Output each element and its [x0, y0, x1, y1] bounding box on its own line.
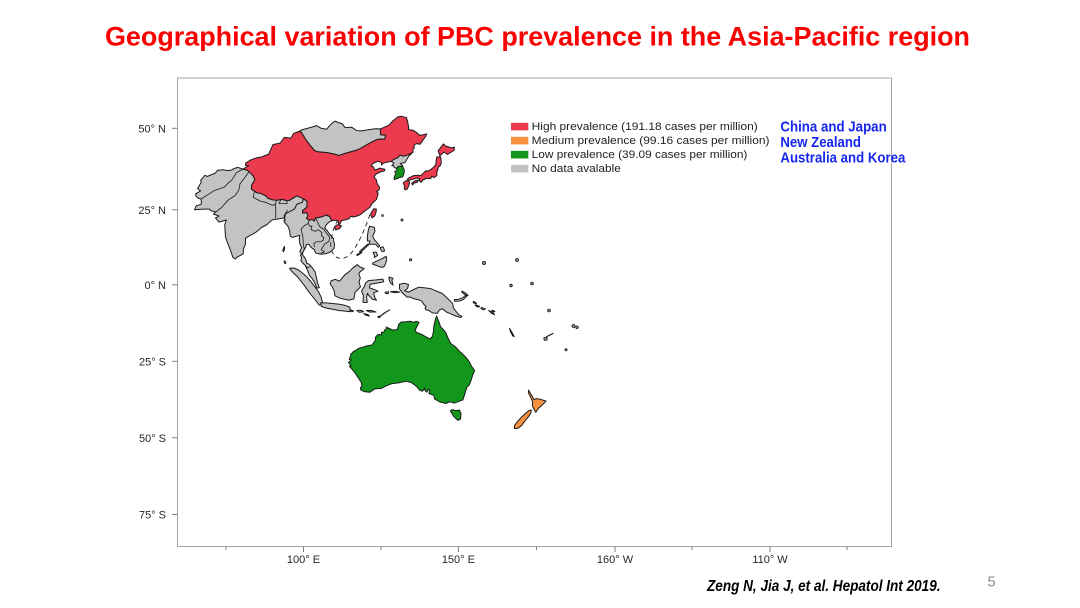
svg-text:New Zealand: New Zealand [780, 134, 861, 151]
svg-text:25° S: 25° S [139, 356, 166, 368]
svg-text:Zeng N, Jia J, et al. Hepatol: Zeng N, Jia J, et al. Hepatol Int 2019. [706, 578, 940, 595]
svg-text:Geographical variation of PBC: Geographical variation of PBC prevalence… [105, 22, 970, 52]
svg-text:25° N: 25° N [138, 205, 166, 217]
svg-text:160° W: 160° W [597, 554, 634, 566]
svg-text:50° S: 50° S [139, 433, 166, 445]
svg-text:75° S: 75° S [139, 509, 166, 521]
svg-text:0° N: 0° N [144, 280, 166, 292]
svg-text:No data avalable: No data avalable [532, 163, 621, 175]
svg-text:110° W: 110° W [752, 554, 788, 566]
svg-text:China and Japan: China and Japan [780, 118, 886, 135]
svg-text:100° E: 100° E [287, 554, 320, 566]
svg-text:50° N: 50° N [138, 123, 166, 135]
svg-text:Australia and Korea: Australia and Korea [780, 149, 906, 166]
svg-text:Medium prevalence (99.16 cases: Medium prevalence (99.16 cases per milli… [532, 135, 770, 147]
svg-text:5: 5 [988, 574, 996, 590]
svg-text:150° E: 150° E [442, 554, 475, 566]
svg-text:High prevalence (191.18 cases: High prevalence (191.18 cases per millio… [532, 121, 758, 133]
svg-text:Low prevalence (39.09 cases pe: Low prevalence (39.09 cases per million) [532, 149, 748, 161]
